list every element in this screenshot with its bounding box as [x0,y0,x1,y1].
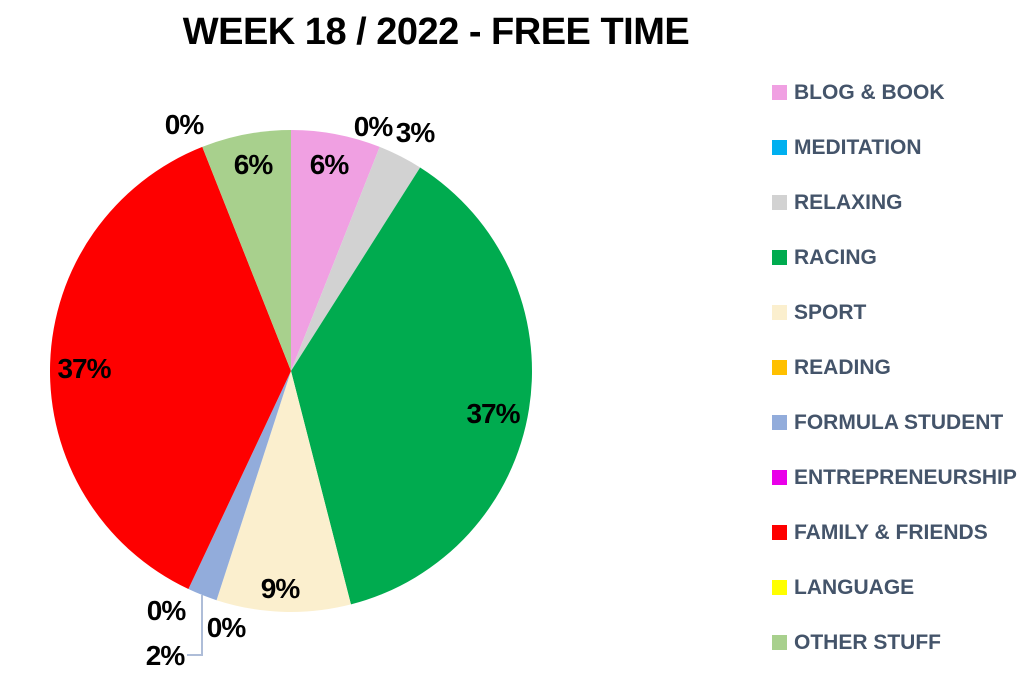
legend-swatch-icon [772,635,787,650]
legend-item-sport: SPORT [772,301,1017,324]
legend-swatch-icon [772,525,787,540]
legend-label: FAMILY & FRIENDS [794,521,988,544]
legend-label: RACING [794,246,877,269]
legend-swatch-icon [772,305,787,320]
legend-item-meditation: MEDITATION [772,136,1017,159]
legend-swatch-icon [772,580,787,595]
chart-title: WEEK 18 / 2022 - FREE TIME [182,11,690,53]
pie-slice-racing [291,167,532,605]
legend-item-formula-student: FORMULA STUDENT [772,411,1017,434]
legend-item-language: LANGUAGE [772,576,1017,599]
pie-slice-sport [216,371,351,612]
legend-swatch-icon [772,415,787,430]
pie-slice-other-stuff [202,130,291,371]
legend-swatch-icon [772,195,787,210]
legend-label: SPORT [794,301,867,324]
legend-item-relaxing: RELAXING [772,191,1017,214]
legend-label: LANGUAGE [794,576,915,599]
legend-swatch-icon [772,470,787,485]
legend-label: OTHER STUFF [794,631,941,654]
legend-item-reading: READING [772,356,1017,379]
legend-label: READING [794,356,891,379]
legend-item-entrepreneurship: ENTREPRENEURSHIP [772,466,1017,489]
pie-slice-formula-student [188,371,291,601]
legend: BLOG & BOOK MEDITATION RELAXING RACING SPORT… [772,81,1017,654]
legend-label: FORMULA STUDENT [794,411,1004,434]
legend-item-other-stuff: OTHER STUFF [772,631,1017,654]
legend-item-blog-and-book: BLOG & BOOK [772,81,1017,104]
leader-line-formula-student [187,595,203,656]
pie-slice-family-and-friends [49,146,291,590]
legend-item-racing: RACING [772,246,1017,269]
legend-label: MEDITATION [794,136,922,159]
legend-swatch-icon [772,360,787,375]
legend-label: RELAXING [794,191,903,214]
legend-swatch-icon [772,140,787,155]
legend-swatch-icon [772,85,787,100]
legend-item-family-and-friends: FAMILY & FRIENDS [772,521,1017,544]
pie-slice-blog-and-book [291,130,380,371]
legend-label: BLOG & BOOK [794,81,945,104]
legend-swatch-icon [772,250,787,265]
legend-label: ENTREPRENEURSHIP [794,466,1017,489]
pie-slice-relaxing [291,146,421,371]
